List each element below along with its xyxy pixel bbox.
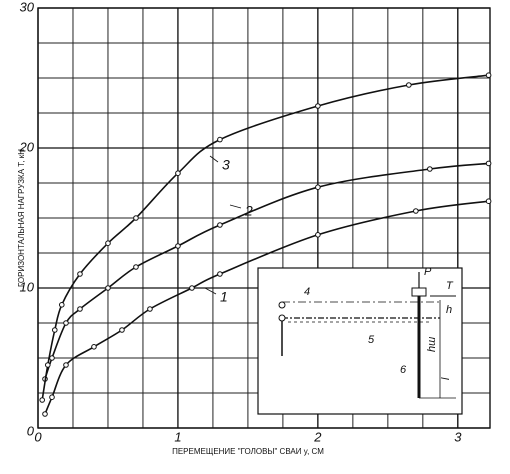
inset-label: l	[440, 377, 452, 380]
data-point	[91, 344, 97, 350]
inset-label: 4	[304, 286, 310, 298]
data-point	[42, 411, 48, 417]
x-tick-label: 3	[454, 429, 462, 444]
data-point	[413, 208, 419, 214]
y-axis-label: ГОРИЗОНТАЛЬНАЯ НАГРУЗКА T, кН	[17, 149, 26, 287]
inset-label: T	[446, 280, 454, 292]
x-tick-label: 1	[174, 429, 181, 444]
data-point	[175, 243, 181, 249]
data-point	[49, 355, 55, 361]
data-point	[105, 240, 111, 246]
data-point	[58, 302, 65, 308]
data-point	[217, 222, 223, 228]
data-point	[175, 170, 181, 176]
x-tick-label: 0	[34, 429, 42, 444]
data-point	[44, 362, 51, 368]
inset: P T h hш l 4 5 6	[257, 266, 463, 415]
data-point	[63, 362, 69, 368]
inset-label: P	[424, 266, 432, 278]
label-leader	[204, 287, 217, 295]
inset-label: 6	[400, 364, 407, 376]
data-point	[51, 327, 58, 333]
data-point	[485, 198, 492, 204]
data-point	[427, 166, 433, 172]
data-point	[406, 82, 412, 88]
curves	[39, 72, 492, 417]
x-tick-label: 2	[313, 429, 322, 444]
x-axis-label: ПЕРЕМЕЩЕНИЕ "ГОЛОВЫ" СВАИ y, СМ	[172, 447, 324, 456]
data-point	[315, 103, 321, 109]
data-point	[49, 394, 55, 401]
y-tick-label: 0	[27, 423, 35, 438]
curve-label: 1	[220, 289, 228, 305]
data-point	[189, 285, 195, 291]
inset-label: h	[446, 304, 452, 316]
data-point	[485, 72, 492, 78]
data-point	[217, 136, 223, 143]
data-point	[217, 271, 223, 277]
data-point	[485, 160, 492, 167]
label-leader	[209, 155, 219, 163]
data-point	[133, 264, 139, 270]
curve	[44, 200, 489, 415]
gauge	[278, 301, 286, 309]
data-point	[77, 306, 83, 312]
curve-label: 3	[222, 157, 230, 173]
curve-label: 2	[244, 203, 253, 219]
data-point	[315, 232, 321, 238]
data-point	[105, 285, 111, 291]
data-point	[39, 397, 45, 403]
data-point	[133, 215, 139, 221]
y-tick-label: 30	[20, 0, 35, 14]
data-point	[315, 184, 321, 190]
data-point	[63, 320, 69, 326]
inset-frame	[257, 267, 463, 415]
data-point	[147, 306, 153, 312]
label-leader	[229, 204, 242, 209]
gauge	[278, 314, 286, 322]
inset-label: hш	[426, 337, 438, 352]
data-point	[119, 327, 125, 333]
y-tick-label: 10	[20, 279, 35, 294]
inset-label: 5	[368, 334, 375, 346]
y-tick-label: 20	[19, 139, 35, 154]
curve	[44, 162, 489, 380]
pile-cap	[411, 287, 427, 297]
data-point	[77, 271, 83, 277]
